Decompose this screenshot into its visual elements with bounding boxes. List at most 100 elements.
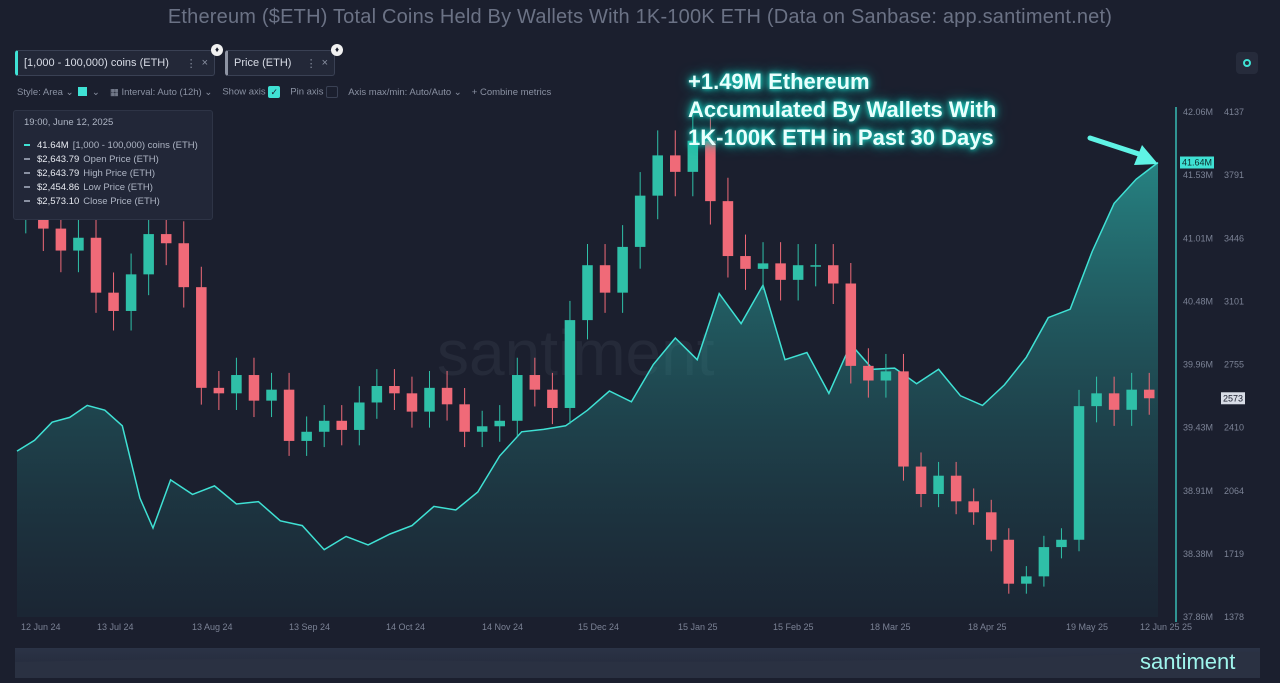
- navigator-area: [15, 651, 1260, 678]
- price-candle: [950, 461, 962, 515]
- chart-options-button[interactable]: [1236, 52, 1258, 74]
- holdings-line: [16, 161, 1159, 551]
- checkbox-empty-icon: [326, 86, 339, 98]
- style-selector[interactable]: Style: Area ⌄ ⌄: [17, 86, 100, 98]
- price-candle: [687, 115, 699, 197]
- hover-tooltip: 19:00, June 12, 2025 41.64M [1,000 - 100,…: [13, 110, 213, 220]
- price-candle: [1003, 528, 1015, 594]
- price-candle: [125, 253, 137, 331]
- price-candles-layer: [20, 115, 1155, 594]
- x-tick-label: 13 Jul 24: [97, 622, 134, 632]
- price-candle: [1143, 372, 1155, 415]
- price-candle: [740, 234, 751, 290]
- tooltip-row-holdings: 41.64M [1,000 - 100,000) coins (ETH): [24, 138, 202, 152]
- chart-title: Ethereum ($ETH) Total Coins Held By Wall…: [167, 6, 1113, 28]
- annotation-line: Accumulated By Wallets With: [688, 97, 997, 122]
- interval-selector[interactable]: ▦ Interval: Auto (12h) ⌄: [109, 86, 213, 98]
- x-tick-label: 18 Mar 25: [870, 622, 911, 632]
- holdings-tick-label: 38.91M: [1183, 486, 1213, 496]
- price-candle: [160, 211, 172, 266]
- price-candle: [1073, 389, 1085, 552]
- price-tick-label: 3791: [1224, 170, 1244, 180]
- holdings-last-tag: [1180, 156, 1214, 169]
- pin-axis-toggle[interactable]: Pin axis: [290, 86, 339, 98]
- x-tick-label: 15 Dec 24: [578, 622, 619, 632]
- metric-tab-price[interactable]: Price (ETH) ⋮ × ♦: [225, 44, 343, 76]
- ethereum-badge-icon: ♦: [331, 44, 343, 56]
- close-icon[interactable]: ×: [321, 57, 328, 69]
- price-candle: [792, 244, 804, 301]
- price-candle: [705, 115, 716, 225]
- price-candle: [1126, 372, 1137, 426]
- price-candle: [617, 225, 628, 313]
- holdings-tick-label: 38.38M: [1183, 549, 1213, 559]
- x-tick-label: 12 Jun 24: [21, 622, 61, 632]
- price-candle: [547, 372, 558, 425]
- price-candle: [757, 242, 769, 290]
- tooltip-row-open: $2,643.79 Open Price (ETH): [24, 152, 202, 166]
- price-candle: [476, 410, 488, 448]
- price-candle: [827, 244, 839, 305]
- metric-tab-holdings[interactable]: [1,000 - 100,000) coins (ETH) ⋮ × ♦: [15, 44, 223, 76]
- holdings-tick-label: 40.48M: [1183, 296, 1213, 306]
- x-tick-label: 19 May 25: [1066, 622, 1108, 632]
- price-candle: [599, 244, 611, 313]
- price-tick-label: 2410: [1224, 423, 1244, 433]
- price-candle: [722, 177, 734, 278]
- axes-layer: 42.06M 41.53M 41.01M 40.48M 39.96M 39.43M 38.9…: [21, 107, 1245, 632]
- holdings-last-label: 41.64M: [1182, 158, 1212, 168]
- price-candle: [880, 353, 892, 398]
- price-candle: [582, 244, 593, 340]
- price-candle: [1091, 376, 1102, 423]
- combine-metrics-button[interactable]: + Combine metrics: [471, 86, 552, 98]
- holdings-tick-label: 37.86M: [1183, 612, 1213, 622]
- x-tick-label: 14 Oct 24: [386, 622, 425, 632]
- price-candle: [213, 370, 225, 410]
- annotation-line: +1.49M Ethereum: [688, 69, 870, 94]
- x-tick-label: 12 Jun 25: [1140, 622, 1180, 632]
- tooltip-row-close: $2,573.10 Close Price (ETH): [24, 194, 202, 208]
- price-candle: [73, 215, 84, 273]
- annotation-line: 1K-100K ETH in Past 30 Days: [688, 125, 994, 150]
- price-candle: [670, 130, 681, 197]
- price-candle: [529, 357, 541, 407]
- price-candle: [424, 370, 435, 428]
- color-swatch-icon: [78, 87, 88, 97]
- x-tick-label: 18 Apr 25: [968, 622, 1007, 632]
- santiment-logo: santiment: [1140, 649, 1235, 674]
- holdings-tick-label: 42.06M: [1183, 107, 1213, 117]
- price-candle: [248, 357, 260, 418]
- price-tick-label: 1378: [1224, 612, 1244, 622]
- holdings-tick-label: 39.43M: [1183, 423, 1213, 433]
- price-tick-label: 1719: [1224, 549, 1244, 559]
- close-icon[interactable]: ×: [201, 57, 208, 69]
- holdings-area-layer: [16, 107, 1177, 622]
- target-icon: [1243, 59, 1251, 67]
- price-last-tag: [1221, 392, 1245, 405]
- holdings-area-fill: [17, 162, 1158, 617]
- checkbox-checked-icon: ✓: [268, 86, 281, 98]
- accumulation-annotation: +1.49M Ethereum Accumulated By Wallets W…: [688, 68, 996, 152]
- more-dots-icon[interactable]: ⋮: [305, 57, 317, 70]
- more-dots-icon[interactable]: ⋮: [185, 57, 197, 70]
- price-candle: [283, 372, 295, 456]
- price-candle: [810, 244, 821, 287]
- x-tick-label: 14 Nov 24: [482, 622, 523, 632]
- price-candle: [196, 266, 207, 405]
- price-candle: [90, 215, 102, 313]
- ethereum-badge-icon: ♦: [211, 44, 223, 56]
- holdings-tick-label: 41.53M: [1183, 170, 1213, 180]
- price-candle: [915, 452, 927, 508]
- axis-maxmin-selector[interactable]: Axis max/min: Auto/Auto ⌄: [348, 86, 462, 98]
- price-candle: [354, 386, 365, 446]
- x-tick-label: 13 Sep 24: [289, 622, 330, 632]
- show-axis-toggle[interactable]: Show axis ✓: [222, 86, 281, 98]
- price-candle: [318, 405, 330, 448]
- price-candle: [178, 221, 190, 308]
- price-candle: [634, 172, 646, 269]
- chart-settings-bar: Style: Area ⌄ ⌄ ▦ Interval: Auto (12h) ⌄…: [17, 86, 551, 98]
- price-tick-label: 3446: [1224, 233, 1244, 243]
- price-candle: [845, 263, 857, 384]
- price-candle: [389, 369, 400, 410]
